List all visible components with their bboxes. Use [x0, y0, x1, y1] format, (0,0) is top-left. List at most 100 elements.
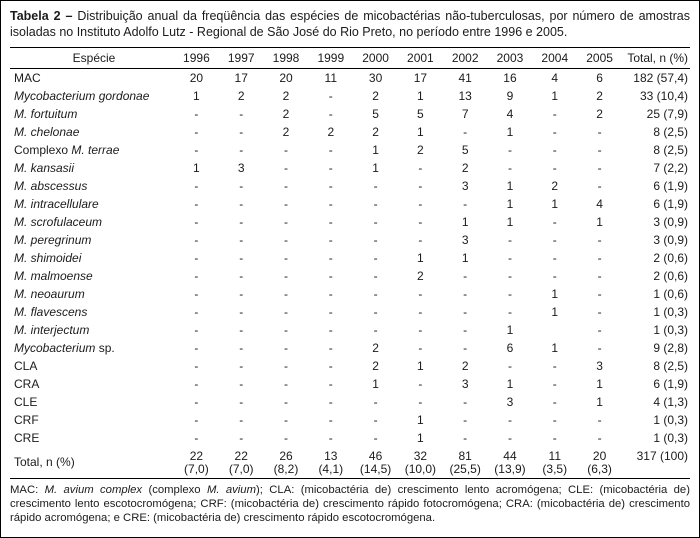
- year-value-cell: -: [239, 322, 244, 337]
- row-total-cell: 4 (1,3): [653, 394, 688, 409]
- total-year-cell: 11 (3,5): [532, 447, 577, 479]
- year-value-cell: -: [418, 394, 423, 409]
- year-value-cell: -: [373, 250, 378, 265]
- column-header: 2002: [451, 50, 479, 65]
- year-value-cell: -: [283, 412, 288, 427]
- table-footnote: MAC: M. avium complex (complexo M. avium…: [10, 483, 690, 526]
- year-value-cell: -: [373, 412, 378, 427]
- year-value-cell: -: [194, 178, 199, 193]
- total-percent: (7,0): [184, 461, 209, 476]
- year-value-cell: 2: [461, 358, 469, 373]
- species-cell: M. malmoense: [10, 267, 174, 285]
- species-name-segment: M. kansasii: [14, 160, 75, 175]
- year-value-cell: -: [283, 196, 288, 211]
- row-total-cell: 6 (1,9): [653, 376, 688, 391]
- year-value-cell: -: [373, 232, 378, 247]
- species-cell: M. flavescens: [10, 303, 174, 321]
- total-percent: (8,2): [273, 461, 299, 476]
- year-value-cell: -: [328, 376, 333, 391]
- year-value-cell: -: [463, 394, 468, 409]
- species-name-segment: M. shimoidei: [14, 250, 82, 265]
- year-value-cell: -: [552, 376, 557, 391]
- total-count: 32: [413, 448, 428, 463]
- row-total-cell: 3 (0,9): [653, 214, 688, 229]
- year-value-cell: -: [328, 196, 333, 211]
- year-value-cell: -: [373, 268, 378, 283]
- year-value-cell: 1: [417, 358, 424, 373]
- year-value-cell: -: [507, 232, 512, 247]
- year-value-cell: -: [194, 106, 199, 121]
- species-name-segment: sp.: [95, 340, 115, 355]
- species-cell: MAC: [10, 68, 174, 87]
- table-row: M. neoaurum - - - - - - - - 1 - 1 (0,6): [10, 285, 690, 303]
- year-value-cell: 2: [327, 124, 335, 139]
- year-value-cell: -: [463, 340, 468, 355]
- year-value-cell: -: [194, 304, 199, 319]
- year-value-cell: -: [373, 178, 378, 193]
- year-value-cell: 13: [458, 88, 472, 103]
- year-value-cell: -: [283, 358, 288, 373]
- total-year-cell: 22 (7,0): [174, 447, 219, 479]
- footnote-italic-segment: M. avium complex: [44, 483, 143, 496]
- year-value-cell: -: [194, 196, 199, 211]
- species-cell: M. chelonae: [10, 123, 174, 141]
- year-value-cell: 3: [461, 232, 469, 247]
- total-count: 81: [458, 448, 472, 463]
- year-value-cell: -: [552, 214, 557, 229]
- species-name-segment: CLA: [14, 358, 38, 373]
- total-count: 11: [548, 448, 561, 463]
- row-total-cell: 7 (2,2): [653, 160, 688, 175]
- total-row: Total, n (%) 22 (7,0) 22 (7,0) 26 (8,2) 13 (4,1)…: [10, 447, 690, 479]
- year-value-cell: -: [597, 268, 602, 283]
- year-value-cell: -: [552, 142, 557, 157]
- year-value-cell: -: [418, 196, 423, 211]
- year-value-cell: [532, 321, 577, 339]
- table-row: M. flavescens - - - - - - - - 1 - 1 (0,3): [10, 303, 690, 321]
- year-value-cell: -: [194, 394, 199, 409]
- year-value-cell: -: [552, 268, 557, 283]
- year-value-cell: 3: [461, 178, 469, 193]
- table-row: CRF - - - - - 1 - - - - 1 (0,3): [10, 411, 690, 429]
- column-header: 1998: [272, 50, 300, 65]
- total-count: 26: [279, 448, 293, 463]
- table-body: MAC 20 17 20 11 30 17 41 16 4 6 182 (57,4) Mycobacte…: [10, 68, 690, 478]
- table-caption: Tabela 2 – Distribuição anual da freqüên…: [10, 8, 690, 41]
- row-total-cell: 2 (0,6): [653, 250, 688, 265]
- year-value-cell: 1: [596, 394, 603, 409]
- year-value-cell: -: [283, 160, 288, 175]
- species-name-segment: M. terrae: [71, 142, 120, 157]
- year-value-cell: 17: [234, 70, 248, 85]
- year-value-cell: -: [239, 394, 244, 409]
- year-value-cell: -: [507, 430, 512, 445]
- year-value-cell: -: [552, 232, 557, 247]
- table-row: M. intracellulare - - - - - - - 1 1 4 6 (1,9): [10, 195, 690, 213]
- year-value-cell: 2: [282, 106, 290, 121]
- table-row: M. kansasii 1 3 - - 1 - 2 - - - 7 (2,2): [10, 159, 690, 177]
- year-value-cell: -: [463, 304, 468, 319]
- total-count: 46: [368, 448, 383, 463]
- year-value-cell: -: [418, 160, 423, 175]
- year-value-cell: -: [597, 124, 602, 139]
- year-value-cell: -: [328, 358, 333, 373]
- year-value-cell: -: [194, 412, 199, 427]
- species-cell: M. peregrinum: [10, 231, 174, 249]
- year-value-cell: -: [418, 178, 423, 193]
- total-percent: (3,5): [542, 461, 568, 476]
- table-row: M. scrofulaceum - - - - - - 1 1 - 1 3 (0,9): [10, 213, 690, 231]
- species-cell: CLA: [10, 357, 174, 375]
- year-value-cell: 1: [551, 304, 559, 319]
- species-cell: Mycobacterium gordonae: [10, 87, 174, 105]
- row-total-cell: 182 (57,4): [633, 70, 688, 85]
- row-total-cell: 9 (2,8): [653, 340, 688, 355]
- year-value-cell: -: [463, 124, 468, 139]
- table-row: M. shimoidei - - - - - 1 1 - - - 2 (0,6): [10, 249, 690, 267]
- species-cell: M. scrofulaceum: [10, 213, 174, 231]
- year-value-cell: -: [463, 196, 468, 211]
- year-value-cell: -: [194, 376, 199, 391]
- year-value-cell: -: [418, 376, 423, 391]
- table-row: M. chelonae - - 2 2 2 1 - 1 - - 8 (2,5): [10, 123, 690, 141]
- year-value-cell: -: [194, 358, 199, 373]
- species-name-segment: M. intracellulare: [14, 196, 99, 211]
- year-value-cell: 2: [596, 88, 603, 103]
- table-header: Espécie 1996 1997 1998 1999 2000 2001 2002 2003 2…: [10, 47, 690, 68]
